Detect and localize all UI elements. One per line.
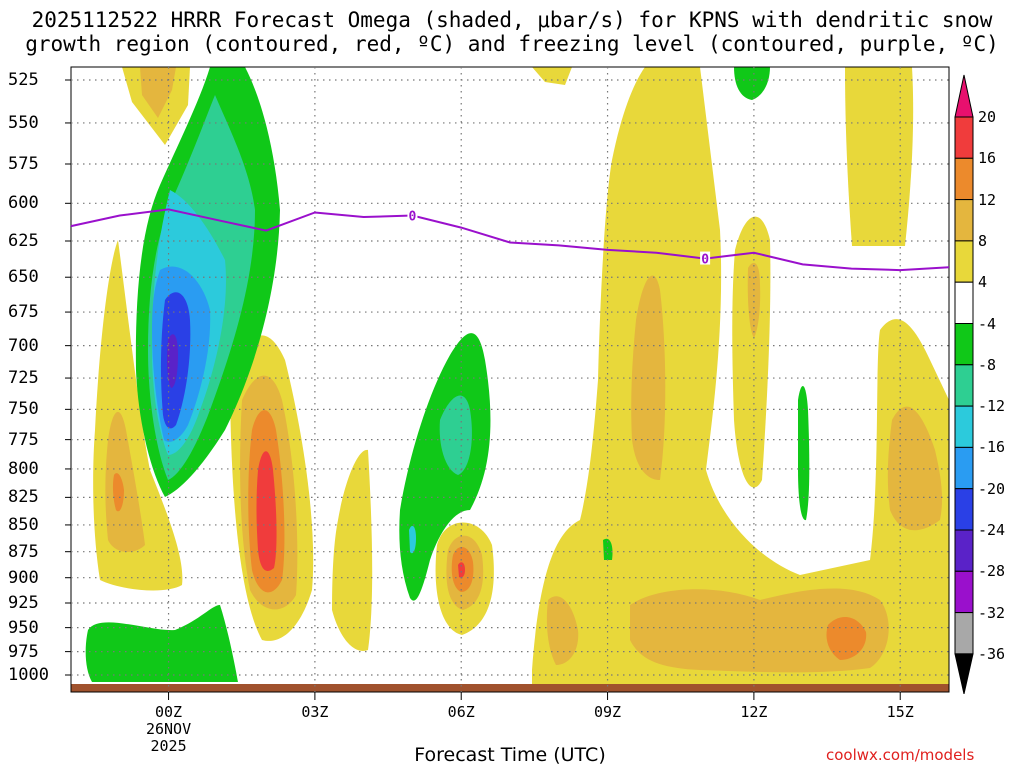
colorbar-label: -32 (978, 603, 1006, 622)
y-tick-label: 1000 (8, 665, 49, 685)
colorbar-label: 8 (978, 231, 988, 250)
omega-shade-4-8 (845, 67, 914, 246)
colorbar-label: -20 (978, 479, 1006, 498)
colorbar-label: 20 (978, 108, 997, 126)
y-tick-label: 575 (8, 154, 39, 174)
omega-shade-4-8 (603, 538, 613, 560)
omega-shade-neg4-neg8 (85, 605, 239, 682)
colorbar-over-arrow (954, 74, 974, 118)
omega-shade-neg4-neg8 (798, 386, 810, 521)
omega-shade-neg24-neg28 (167, 334, 178, 388)
y-tick-label: 950 (8, 617, 39, 638)
y-tick-label: 850 (8, 514, 39, 535)
y-tick-label: 775 (8, 429, 39, 450)
colorbar-bin (954, 405, 974, 448)
x-tick-label: 2025 (150, 737, 187, 755)
x-tick-label: 09Z (594, 703, 622, 721)
x-tick-label: 26NOV (145, 720, 192, 738)
colorbar-bin (954, 612, 974, 655)
colorbar-label: -4 (978, 314, 997, 333)
contour-label-bg (407, 208, 418, 222)
freezing-level-label: 0 (409, 210, 417, 225)
y-tick-label: 625 (8, 230, 39, 251)
y-tick-label: 900 (8, 567, 39, 588)
colorbar-bin (954, 529, 974, 572)
omega-shade-neg4-neg8 (734, 67, 770, 100)
freezing-level-label: 0 (701, 253, 709, 268)
colorbar-bin (954, 570, 974, 614)
omega-shade-16-20 (256, 451, 277, 571)
colorbar-label: -24 (978, 521, 1006, 539)
colorbar (954, 74, 974, 695)
colorbar-label: 12 (978, 190, 997, 209)
colorbar-label: -36 (978, 644, 1006, 663)
omega-shade-neg4-neg8 (409, 525, 416, 554)
grid (65, 67, 949, 700)
colorbar-label: -12 (978, 397, 1006, 416)
y-tick-label: 600 (8, 193, 39, 214)
colorbar-bin (954, 446, 974, 490)
colorbar-bin (954, 364, 974, 407)
y-tick-label: 550 (8, 112, 39, 133)
colorbar-under-arrow (954, 653, 974, 695)
x-tick-label: 03Z (301, 703, 329, 721)
omega-shade-neg4-neg8 (399, 333, 491, 601)
colorbar-bin (954, 199, 974, 242)
omega-shading (71, 67, 949, 692)
y-tick-label: 675 (8, 302, 39, 323)
omega-shade-8-12 (747, 262, 761, 338)
x-tick-label: 00Z (155, 703, 183, 721)
y-tick-label: 650 (8, 267, 39, 288)
x-axis-title: Forecast Time (UTC) (414, 744, 606, 766)
y-tick-label: 925 (8, 593, 39, 613)
x-tick-label: 06Z (447, 703, 475, 721)
y-tick-label: 975 (8, 641, 39, 662)
colorbar-label: -8 (978, 355, 997, 374)
chart-title-line1: 2025112522 HRRR Forecast Omega (shaded, … (31, 8, 993, 32)
omega-shade-8-12 (887, 406, 943, 531)
colorbar-label: -16 (978, 438, 1006, 457)
colorbar-bin (954, 488, 974, 531)
y-tick-label: 875 (8, 541, 39, 562)
plot-frame (70, 66, 950, 693)
colorbar-bin (954, 240, 974, 283)
x-tick-label: 15Z (886, 703, 914, 721)
omega-shade-4-8 (332, 449, 373, 651)
omega-shade-neg8-neg12 (439, 395, 472, 475)
omega-shade-8-12 (630, 588, 889, 673)
omega-shade-4-8 (732, 216, 771, 488)
chart-title-line2: growth region (contoured, red, ºC) and f… (25, 32, 999, 56)
colorbar-label: 16 (978, 149, 997, 168)
omega-shade-4-8 (532, 67, 949, 692)
colorbar-label: 4 (978, 273, 988, 292)
omega-shade-8-12 (105, 411, 145, 552)
y-tick-label: 525 (8, 70, 39, 90)
y-tick-label: 750 (8, 399, 39, 420)
omega-shade-12-16 (826, 616, 867, 660)
colorbar-bin (954, 116, 974, 159)
omega-shade-8-12 (546, 596, 579, 665)
x-tick-label: 12Z (740, 703, 768, 721)
colorbar-bin (954, 281, 974, 325)
ground-strip (71, 684, 949, 692)
colorbar-bin (954, 157, 974, 201)
omega-shade-12-16 (112, 473, 124, 512)
y-tick-label: 825 (8, 487, 39, 508)
freezing-level-line (70, 208, 950, 272)
y-tick-label: 800 (8, 458, 39, 479)
omega-shade-16-20 (458, 562, 465, 578)
y-tick-label: 700 (8, 335, 39, 356)
omega-shade-4-8 (532, 67, 572, 85)
colorbar-bin (954, 323, 974, 366)
credit-link[interactable]: coolwx.com/models (826, 746, 975, 764)
y-tick-label: 725 (8, 368, 39, 389)
contour-label-bg (700, 251, 711, 265)
freezing-level-contour: 00 (70, 208, 950, 272)
colorbar-label: -28 (978, 562, 1006, 581)
